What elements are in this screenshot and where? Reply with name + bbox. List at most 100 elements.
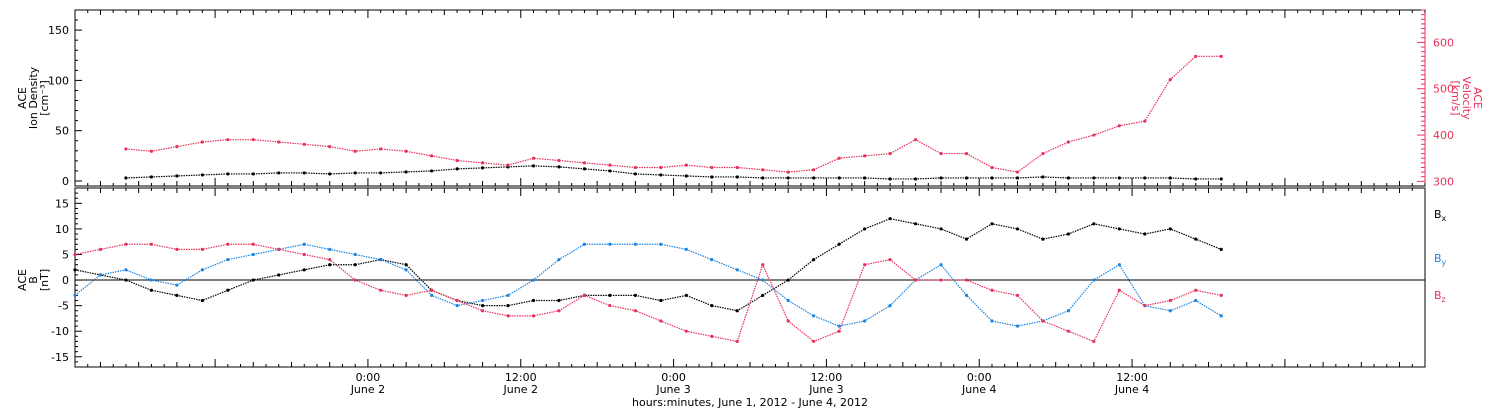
- bx-point: [710, 304, 714, 308]
- ion-density-point: [531, 164, 536, 168]
- top-panel-frame: [74, 9, 1426, 187]
- bz-point: [1041, 319, 1045, 323]
- x-tick-label-time: 0:00: [661, 371, 686, 384]
- top-series: [124, 54, 1223, 181]
- ion-density-point: [251, 172, 255, 176]
- top-ylabel-line-3: [cm⁻³]: [38, 80, 51, 116]
- ion-density-point: [786, 176, 790, 180]
- velocity-point: [302, 142, 306, 146]
- legend-bx-subscript: x: [1442, 214, 1447, 223]
- bottom-ylabel-line-2: B: [27, 276, 40, 284]
- bx-point: [404, 263, 408, 267]
- ion-density-point: [1219, 177, 1223, 181]
- x-tick-label-time: 0:00: [356, 371, 381, 384]
- bottom-left-tick-label: -15: [51, 351, 69, 364]
- by-point: [786, 298, 790, 303]
- top-right-ylabel-line-1: ACE: [1471, 87, 1484, 109]
- bx-point: [939, 227, 943, 231]
- ion-density-point: [735, 175, 739, 179]
- bz-point: [812, 339, 816, 344]
- bz-point: [990, 288, 994, 292]
- ion-density-point: [302, 171, 306, 175]
- bx-point: [226, 288, 230, 292]
- x-tick-label-time: 12:00: [1116, 371, 1148, 384]
- velocity-point: [379, 147, 383, 151]
- velocity-point: [659, 165, 663, 170]
- bz-point: [1117, 288, 1121, 292]
- by-point: [633, 242, 637, 246]
- velocity-point: [1092, 133, 1096, 137]
- ion-density-line: [125, 165, 1222, 180]
- bx-point: [684, 293, 688, 297]
- ion-density-point: [990, 176, 994, 180]
- velocity-point: [812, 168, 816, 172]
- velocity-point: [149, 149, 154, 153]
- bx-point: [1219, 247, 1223, 251]
- velocity-point: [1117, 124, 1121, 128]
- bx-point: [124, 278, 128, 282]
- velocity-point: [251, 138, 255, 142]
- by-point: [124, 268, 128, 272]
- by-point: [990, 319, 994, 323]
- ion-density-point: [328, 172, 332, 176]
- bz-point: [913, 278, 918, 282]
- bz-point: [582, 293, 587, 297]
- bz-point: [863, 263, 867, 267]
- bx-point: [1117, 227, 1121, 231]
- by-point: [200, 268, 204, 272]
- by-point: [506, 293, 510, 297]
- bz-point: [149, 242, 154, 246]
- velocity-point: [1168, 77, 1172, 82]
- bz-point: [531, 314, 536, 318]
- by-point: [608, 242, 612, 246]
- bx-point: [1041, 237, 1045, 241]
- velocity-point: [1194, 54, 1198, 58]
- by-point: [328, 247, 332, 251]
- ion-density-point: [200, 173, 204, 177]
- bx-point: [251, 278, 255, 282]
- by-point: [73, 293, 77, 297]
- by-point: [812, 314, 816, 318]
- bz-point: [1168, 298, 1172, 303]
- bz-point: [98, 247, 103, 251]
- bx-point: [1194, 237, 1198, 241]
- bz-point: [124, 242, 128, 246]
- bx-point: [735, 309, 739, 313]
- bz-point: [608, 304, 612, 308]
- velocity-point: [480, 161, 485, 165]
- top-left-tick-label: 150: [48, 24, 69, 37]
- bx-point: [149, 288, 154, 292]
- ion-density-point: [633, 172, 637, 176]
- by-point: [837, 324, 841, 328]
- bz-point: [786, 319, 790, 323]
- legend-bz: Bz: [1434, 289, 1446, 304]
- top-left-tick-label: 0: [62, 175, 69, 188]
- by-point: [1015, 324, 1020, 328]
- bx-point: [506, 304, 510, 308]
- bz-line: [74, 243, 1222, 343]
- velocity-point: [684, 163, 688, 167]
- bx-point: [353, 263, 357, 267]
- velocity-point: [1219, 54, 1223, 58]
- by-point: [710, 258, 714, 262]
- velocity-point: [200, 140, 204, 144]
- by-line: [74, 243, 1222, 327]
- velocity-point: [863, 154, 867, 158]
- legend-bz-subscript: z: [1442, 295, 1446, 304]
- x-tick-label-date: June 2: [503, 383, 538, 396]
- velocity-point: [1041, 151, 1045, 156]
- bottom-left-tick-label: 10: [55, 223, 69, 236]
- velocity-point: [837, 156, 841, 160]
- by-point: [404, 268, 408, 272]
- bz-point: [710, 334, 714, 338]
- ion-density-point: [1092, 176, 1096, 180]
- bz-point: [379, 288, 383, 292]
- velocity-point: [404, 149, 408, 153]
- by-point: [684, 247, 688, 251]
- bx-point: [328, 263, 332, 267]
- ion-density-point: [964, 176, 969, 180]
- by-point: [226, 258, 230, 262]
- ion-density-point: [913, 177, 918, 181]
